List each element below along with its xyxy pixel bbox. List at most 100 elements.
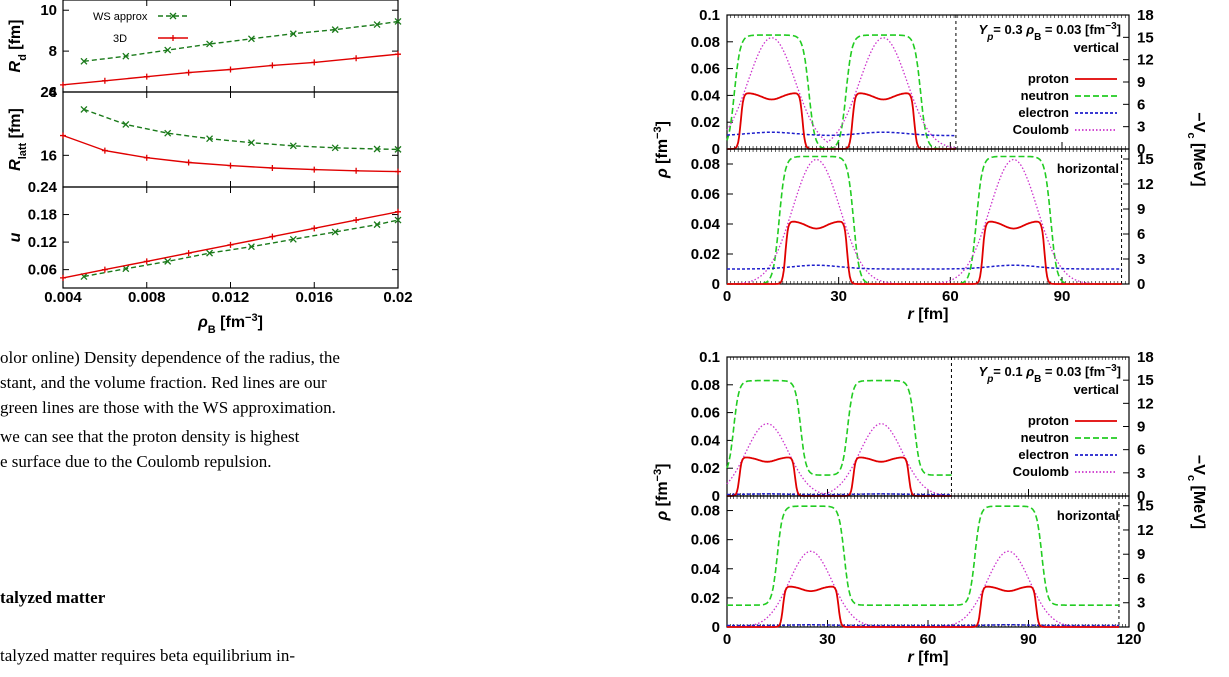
rb-chart-neutron-curve xyxy=(726,379,952,476)
left-xtick-label: 0.004 xyxy=(44,289,82,306)
rb-chart-xtick-label: 90 xyxy=(1020,631,1037,648)
left-series-marker xyxy=(353,167,360,174)
rb-chart-electron-curve xyxy=(727,493,952,496)
left-ytick-label: 10 xyxy=(40,2,57,19)
rb-chart-ytick-label: 0.08 xyxy=(691,377,720,394)
rt-chart-ytick-label: 0.04 xyxy=(691,87,721,104)
rb-chart-ytick-right-label: 3 xyxy=(1137,465,1145,482)
left-panel-ylabel: u xyxy=(7,232,24,242)
rt-chart-xtick-label: 60 xyxy=(942,288,959,305)
left-series-marker xyxy=(227,66,234,73)
caption-line-3: green lines are those with the WS approx… xyxy=(0,398,336,417)
rt-chart-ytick-label: 0.08 xyxy=(691,34,720,51)
left-series-marker xyxy=(101,266,108,273)
rt-chart-neutron-curve xyxy=(726,34,956,150)
left-series-marker xyxy=(394,145,402,153)
rt-chart-ytick-right-label: 12 xyxy=(1137,52,1154,69)
left-series-marker xyxy=(373,21,381,28)
left-series-marker xyxy=(164,257,172,265)
rb-chart-panel-label: vertical xyxy=(1073,382,1119,397)
left-series-marker xyxy=(60,81,66,88)
left-legend-3d-label: 3D xyxy=(113,33,127,45)
left-series-marker xyxy=(164,46,172,54)
rt-chart-legend-label: neutron xyxy=(1021,88,1069,103)
left-series-line xyxy=(83,219,399,278)
left-xtick-label: 0.008 xyxy=(128,289,166,306)
rb-chart-annotation: Yp= 0.1 ρB = 0.03 [fm−3] xyxy=(979,363,1121,385)
rb-chart-xlabel: r [fm] xyxy=(908,649,949,666)
left-ytick-label: 16 xyxy=(40,147,57,164)
rb-chart-ytick-right-label: 9 xyxy=(1137,546,1145,563)
left-series-marker xyxy=(185,159,192,166)
left-series-marker xyxy=(373,145,381,153)
left-ytick-label: 24 xyxy=(40,84,57,101)
rb-chart-ytick-right-label: 15 xyxy=(1137,498,1154,515)
rb-chart-ytick-right-label: 12 xyxy=(1137,395,1154,412)
rt-chart-ytick-label: 0.1 xyxy=(699,7,720,24)
rt-chart-xtick-label: 0 xyxy=(723,288,731,305)
rt-chart-electron-curve xyxy=(727,264,1122,270)
left-ytick-label: 0.06 xyxy=(28,262,57,279)
section-heading: talyzed matter xyxy=(0,588,106,607)
rt-chart-ytick-right-label: 15 xyxy=(1137,29,1154,46)
rt-chart-panel-label: vertical xyxy=(1073,40,1119,55)
rb-chart-electron-curve xyxy=(727,624,1119,627)
left-xlabel: ρB [fm−3] xyxy=(197,312,263,336)
caption-line-2: stant, and the volume fraction. Red line… xyxy=(0,373,327,392)
left-series-marker xyxy=(311,59,318,66)
body-line-1: we can see that the proton density is hi… xyxy=(0,427,300,446)
rt-chart-ytick-label: 0 xyxy=(712,141,720,158)
left-series-marker xyxy=(353,55,360,62)
left-series-marker xyxy=(80,57,88,65)
rt-chart-ylabel-right: −Vc [MeV] xyxy=(1185,112,1207,186)
left-ytick-label: 8 xyxy=(49,43,57,60)
left-series-marker xyxy=(247,243,255,251)
rb-chart-ytick-label: 0.04 xyxy=(691,561,721,578)
left-series-line xyxy=(83,108,399,151)
rb-chart-ytick-right-label: 3 xyxy=(1137,595,1145,612)
rt-chart-ytick-right-label: 3 xyxy=(1137,251,1145,268)
rb-chart-legend-label: proton xyxy=(1028,413,1069,428)
rb-chart-ytick-label: 0.08 xyxy=(691,503,720,520)
left-series-marker xyxy=(269,62,276,69)
rb-chart-ytick-label: 0 xyxy=(712,619,720,636)
rb-chart-ytick-label: 0.02 xyxy=(691,460,720,477)
rt-chart-ytick-label: 0 xyxy=(712,276,720,293)
rb-chart-ytick-label: 0.04 xyxy=(691,432,721,449)
rb-chart-ytick-right-label: 0 xyxy=(1137,488,1145,505)
rt-chart-ytick-right-label: 9 xyxy=(1137,201,1145,218)
left-series-marker xyxy=(331,26,339,34)
left-series-marker xyxy=(289,142,297,150)
rb-chart-ytick-label: 0.06 xyxy=(691,405,720,422)
left-series-marker xyxy=(331,144,339,152)
rt-chart-ytick-right-label: 18 xyxy=(1137,7,1154,24)
left-series-marker xyxy=(227,162,234,169)
left-series-marker xyxy=(206,40,214,48)
rt-chart-ytick-right-label: 6 xyxy=(1137,96,1145,113)
rt-chart-xtick-label: 90 xyxy=(1054,288,1071,305)
left-series-marker xyxy=(206,135,214,143)
left-ytick-label: 0.12 xyxy=(28,234,57,251)
left-series-marker xyxy=(143,154,150,161)
left-ytick-label: 6 xyxy=(49,84,57,101)
rt-chart-legend-label: proton xyxy=(1028,71,1069,86)
left-series-marker xyxy=(331,228,339,236)
left-series-marker xyxy=(269,165,276,171)
left-series-marker xyxy=(311,166,318,173)
rb-chart-ytick-right-label: 18 xyxy=(1137,349,1154,366)
rb-chart-xtick-label: 0 xyxy=(723,631,731,648)
right-top-density-chart: 0 0.02 0.04 0.06 0.08 0.1 0 3 6 9 12 15 18 vertical pr… xyxy=(652,7,1207,323)
rb-chart-proton-curve xyxy=(727,585,1119,628)
rt-chart-ytick-label: 0.02 xyxy=(691,114,720,131)
left-series-marker xyxy=(143,258,150,265)
left-series-marker xyxy=(185,250,192,257)
left-series-marker xyxy=(164,129,172,137)
rt-chart-xtick-label: 30 xyxy=(830,288,847,305)
left-series-marker xyxy=(395,208,401,215)
rt-chart-ytick-right-label: 0 xyxy=(1137,276,1145,293)
left-series-marker xyxy=(311,225,318,232)
rb-chart-ytick-label: 0.06 xyxy=(691,532,720,549)
rt-chart-proton-curve xyxy=(727,220,1122,285)
rb-chart-legend-label: neutron xyxy=(1021,430,1069,445)
rt-chart-xlabel: r [fm] xyxy=(908,306,949,323)
